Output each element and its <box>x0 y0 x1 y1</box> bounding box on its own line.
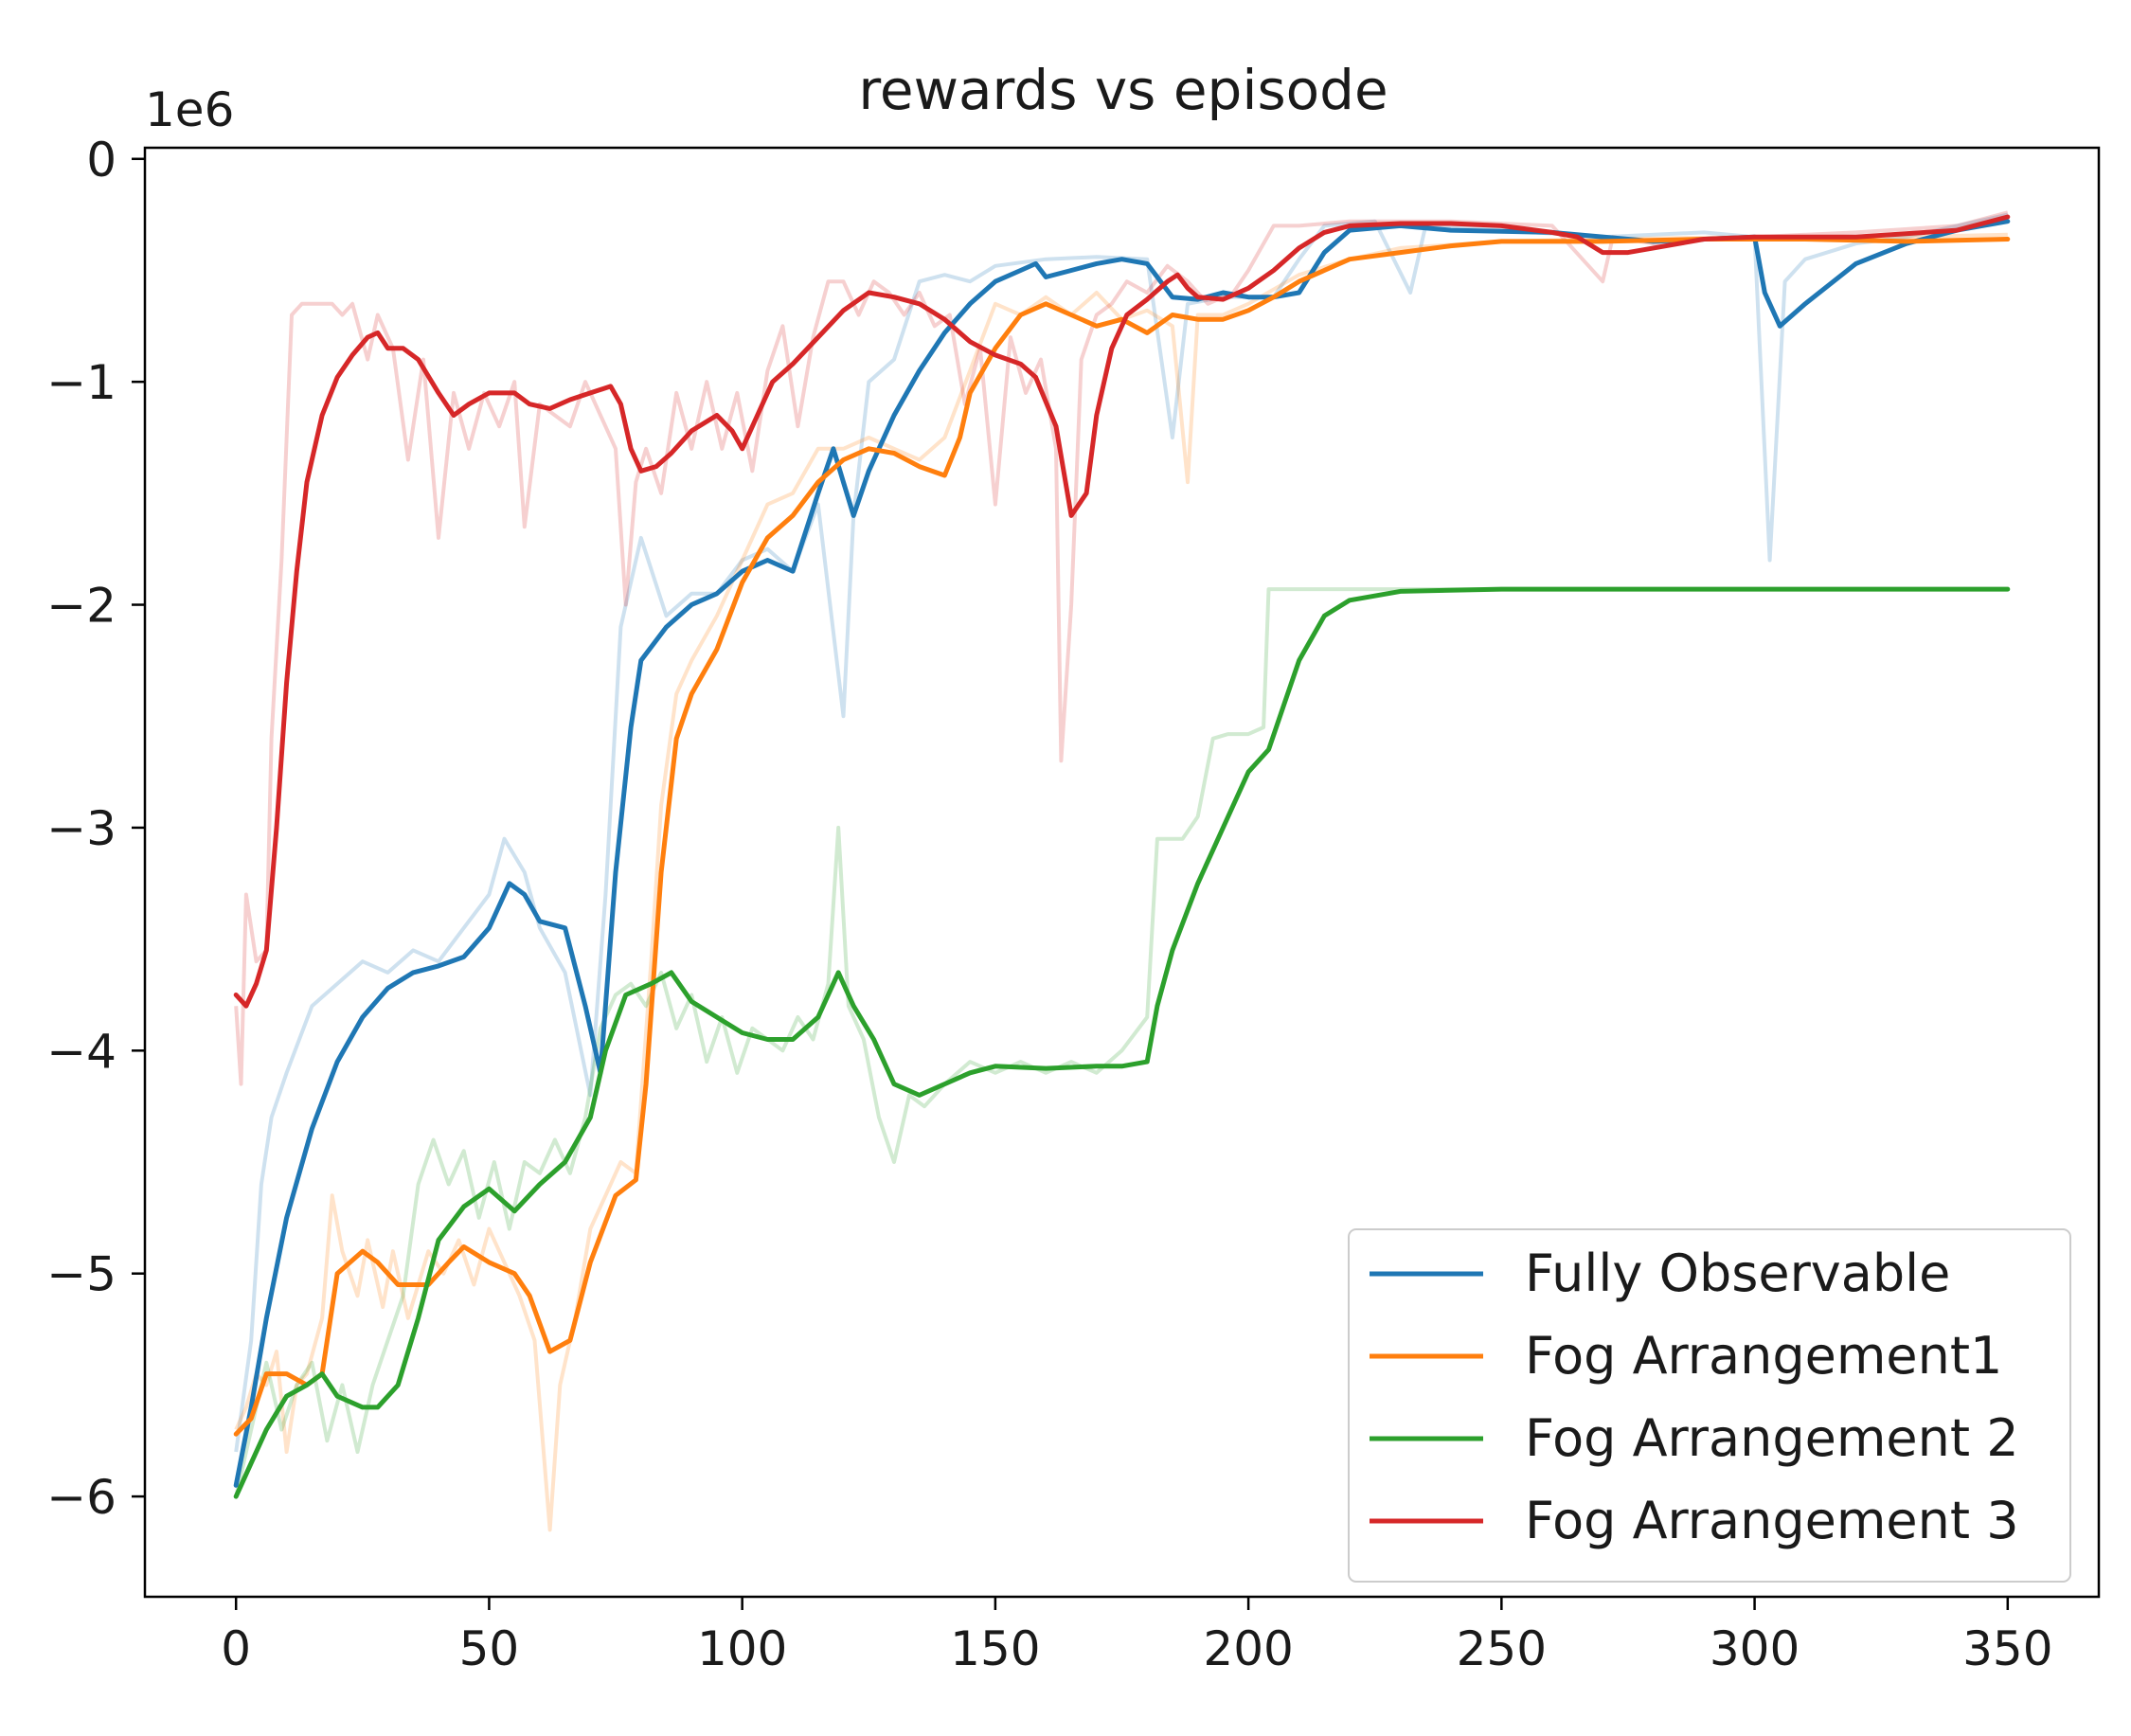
smoothed-series-group <box>233 214 2011 1499</box>
y-tick-label: −1 <box>46 355 116 410</box>
raw-series-line-fog-arrangement-2 <box>234 587 2008 1497</box>
series-line-fully-observable <box>233 219 2011 1488</box>
legend-item-fog-arrangement-1: Fog Arrangement1 <box>1370 1326 2002 1386</box>
legend-item-fog-arrangement-3: Fog Arrangement 3 <box>1370 1491 2019 1550</box>
series-line-fog-arrangement1 <box>233 237 2011 1437</box>
y-axis: 0 −1 −2 −3 −4 −5 −6 <box>46 133 145 1525</box>
legend-item-fog-arrangement-2: Fog Arrangement 2 <box>1370 1408 2019 1468</box>
x-tick-label: 200 <box>1203 1621 1293 1676</box>
y-tick-label: −2 <box>46 579 116 634</box>
legend-label-fog-arrangement-2: Fog Arrangement 2 <box>1525 1408 2019 1468</box>
legend: Fully Observable Fog Arrangement1 Fog Ar… <box>1348 1228 2071 1583</box>
x-tick-label: 250 <box>1457 1621 1547 1676</box>
x-tick-label: 0 <box>221 1621 251 1676</box>
y-tick-label: −5 <box>46 1247 116 1302</box>
raw-series-line-fog-arrangement1 <box>234 232 2008 1532</box>
y-tick-label: −3 <box>46 801 116 856</box>
x-axis: 0 50 100 150 200 250 300 350 <box>221 1597 2053 1676</box>
y-tick-label: 0 <box>86 133 116 188</box>
legend-item-fully-observable: Fully Observable <box>1370 1244 1950 1303</box>
x-tick-label: 150 <box>950 1621 1040 1676</box>
plot-frame <box>143 146 2101 1599</box>
x-tick-label: 350 <box>1962 1621 2052 1676</box>
legend-label-fog-arrangement-1: Fog Arrangement1 <box>1525 1326 2002 1386</box>
x-tick-label: 50 <box>459 1621 520 1676</box>
x-tick-label: 300 <box>1710 1621 1800 1676</box>
legend-frame <box>1348 1228 2071 1583</box>
raw-series-line-fog-arrangement-3 <box>234 210 2009 1086</box>
series-line-fog-arrangement-2 <box>233 586 2011 1499</box>
x-tick-label: 100 <box>697 1621 787 1676</box>
y-tick-label: −4 <box>46 1024 116 1079</box>
legend-label-fog-arrangement-3: Fog Arrangement 3 <box>1525 1491 2019 1550</box>
series-line-fog-arrangement-3 <box>233 214 2011 1009</box>
y-axis-scale-label: 1e6 <box>145 82 234 137</box>
y-tick-label: −6 <box>46 1470 116 1525</box>
chart-title: rewards vs episode <box>858 58 1388 122</box>
legend-label-fully-observable: Fully Observable <box>1525 1244 1950 1303</box>
